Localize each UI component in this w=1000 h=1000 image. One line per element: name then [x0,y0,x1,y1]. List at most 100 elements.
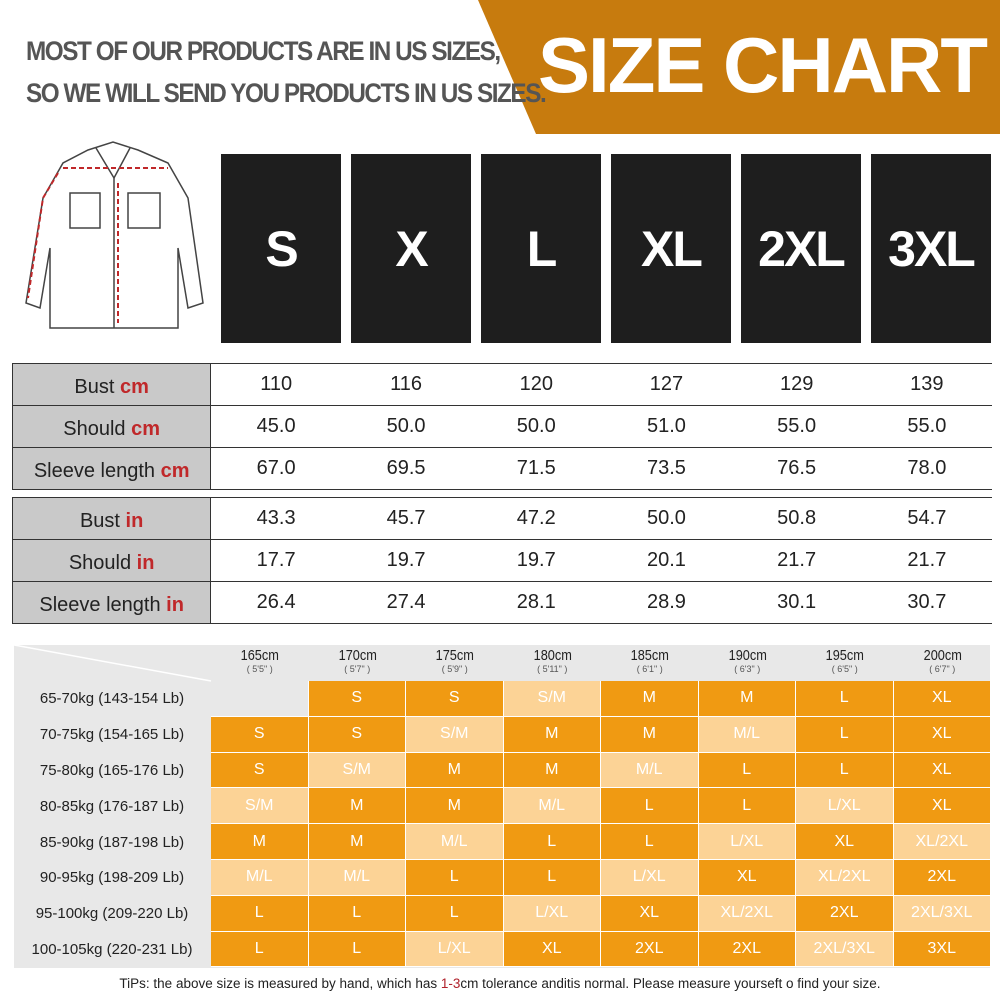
measure-unit: cm [131,418,161,440]
size-cell: 2XL [601,931,699,968]
height-header: 165cm( 5'5" ) [211,647,309,674]
size-cell: 2XL [796,895,894,932]
size-cell: M [503,716,601,753]
size-box-3xl: 3XL [871,154,991,343]
table-cell: 21.7 [731,539,862,582]
size-cell: M [406,752,504,789]
size-cell: XL [893,681,991,717]
table-cell: 19.7 [471,539,602,582]
notice-line-2: SO WE WILL SEND YOU PRODUCTS IN US SIZES… [26,78,547,108]
height-header: 175cm( 5'9" ) [406,647,504,674]
table-cell: 28.1 [471,581,602,624]
size-cell: L [698,752,796,789]
size-cell: XL/2XL [796,860,894,896]
weight-label: 80-85kg (176-187 Lb) [39,797,185,815]
table-row: Should in 17.7 19.7 19.7 20.1 21.7 21.7 [11,539,992,582]
height-ft: ( 6'1" ) [636,664,663,674]
size-cell: S/M [503,681,601,717]
height-cm: 185cm [630,647,669,664]
tip-text-end: cm tolerance anditis normal. Please meas… [460,976,881,991]
size-cell: L [601,824,699,860]
measure-unit: in [166,594,184,616]
tip-text: TiPs: the above size is measured by hand… [119,976,441,991]
table-cell: 50.8 [731,497,862,540]
row-label: Should in [11,539,212,582]
size-cell: XL/2XL [698,895,796,932]
height-cm: 165cm [240,647,279,664]
table-cell: 55.0 [861,405,992,448]
page-title: SIZE CHART [538,21,988,109]
size-cell: 2XL [698,931,796,968]
table-cell: 19.7 [340,539,472,582]
table-row: Bust in 43.3 45.7 47.2 50.0 50.8 54.7 [11,497,992,540]
table-cell: 110 [210,363,341,406]
size-cell: L/XL [698,824,796,860]
measure-name: Bust [79,510,126,532]
weight-label: 65-70kg (143-154 Lb) [39,690,185,708]
size-cell: L [308,895,406,932]
table-cell: 50.0 [601,497,732,540]
table-cell: 78.0 [861,447,992,490]
height-header: 195cm( 6'5" ) [796,647,894,674]
table-cell: 21.7 [861,539,992,582]
size-cell [211,681,309,717]
size-cell: L [211,931,309,968]
size-box-xl: XL [611,154,731,343]
height-header: 180cm( 5'11" ) [504,647,602,674]
size-cell: XL [601,895,699,932]
size-box-2xl: 2XL [741,154,861,343]
table-cell: 17.7 [210,539,341,582]
size-cell: M [601,716,699,753]
height-weight-size-grid: 165cm( 5'5" ) 170cm( 5'7" ) 175cm( 5'9" ) 1… [14,645,992,968]
measure-unit: in [125,510,144,532]
size-cell: XL [698,860,796,896]
height-cm: 180cm [533,647,572,664]
size-cell: L/XL [406,931,504,968]
table-cell: 50.0 [340,405,472,448]
table-cell: 45.7 [340,497,472,540]
size-cell: M [503,752,601,789]
size-cell: M/L [211,860,309,896]
height-ft: ( 6'3" ) [734,664,761,674]
height-ft: ( 5'7" ) [344,664,371,674]
table-cell: 47.2 [471,497,602,540]
banner-background [478,0,1000,134]
weight-label: 95-100kg (209-220 Lb) [35,905,189,923]
measure-unit: in [136,552,155,574]
size-cell: 3XL [893,931,991,968]
table-cell: 51.0 [601,405,732,448]
height-header: 200cm( 6'7" ) [894,647,992,674]
size-cell: L [698,788,796,825]
size-cell: L [308,931,406,968]
size-cell: L [796,716,894,753]
height-header: 170cm( 5'7" ) [309,647,407,674]
row-label: Sleeve length in [11,581,212,624]
height-ft: ( 5'11" ) [537,664,568,674]
size-cell: S [308,716,406,753]
table-cell: 73.5 [601,447,732,490]
us-size-notice: MOST OF OUR PRODUCTS ARE IN US SIZES, SO… [26,30,547,114]
size-cell: XL [893,716,991,753]
size-cell: S [308,681,406,717]
height-header: 185cm( 6'1" ) [601,647,699,674]
size-cell: S/M [406,716,504,753]
table-row: Bust cm 110 116 120 127 129 139 [11,363,992,406]
table-cell: 43.3 [210,497,341,540]
measure-name: Sleeve length [39,594,167,616]
shirt-illustration [25,141,204,329]
notice-line-1: MOST OF OUR PRODUCTS ARE IN US SIZES, [26,36,501,66]
table-cell: 116 [340,363,472,406]
table-cell: 30.7 [861,581,992,624]
weight-label: 70-75kg (154-165 Lb) [39,726,185,744]
height-ft: ( 5'9" ) [441,664,468,674]
table-cell: 127 [601,363,732,406]
size-cell: S [211,716,309,753]
height-ft: ( 6'7" ) [929,664,956,674]
height-ft: ( 5'5" ) [246,664,273,674]
height-ft: ( 6'5" ) [831,664,858,674]
size-cell: L/XL [796,788,894,825]
size-cell: M [698,681,796,717]
table-cell: 30.1 [731,581,862,624]
header-banner: MOST OF OUR PRODUCTS ARE IN US SIZES, SO… [0,0,1000,134]
height-cm: 190cm [728,647,767,664]
